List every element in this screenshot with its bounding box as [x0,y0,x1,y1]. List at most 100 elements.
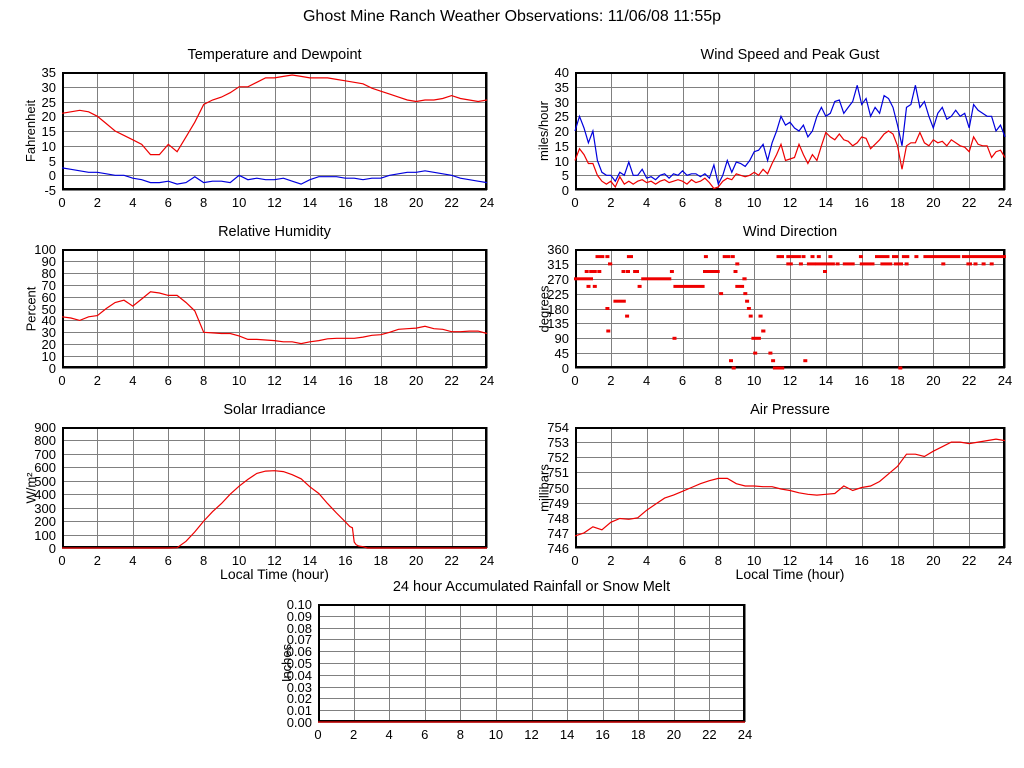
x-tick-label: 2 [93,373,102,388]
x-tick-label: 2 [93,195,102,210]
y-tick-label: 0.03 [286,679,312,695]
y-tick-label: 90 [41,253,56,269]
x-tick-label: 20 [408,195,424,210]
x-tick-label: 6 [421,727,429,742]
x-tick-label: 24 [997,195,1013,210]
y-tick-label: 45 [554,346,569,362]
x-tick-label: 8 [714,553,722,568]
y-tick-label: 0 [48,168,56,184]
x-tick-label: 22 [961,373,977,388]
x-tick-label: 10 [231,195,247,210]
y-tick-label: 754 [547,420,569,435]
x-tick-label: 8 [200,553,208,568]
x-tick-label: 2 [607,195,615,210]
x-tick-label: 14 [302,373,318,388]
x-tick-label: 18 [373,195,388,210]
y-tick-label: 747 [547,525,569,541]
x-tick-label: 2 [349,727,358,742]
y-tick-label: 0 [48,361,56,376]
x-tick-label: 0 [58,195,66,210]
x-tick-label: 24 [997,553,1013,568]
y-tick-label: 0 [561,183,569,198]
y-tick-label: 40 [554,65,569,80]
x-tick-label: 6 [164,553,172,568]
y-tick-label: 20 [41,109,56,125]
y-tick-label: 0.02 [286,691,312,707]
y-tick-label: 180 [547,301,569,317]
x-axis-label: Local Time (hour) [735,566,845,582]
y-tick-label: 0.06 [286,644,312,660]
plot-area [574,249,1006,370]
x-tick-label: 0 [58,373,66,388]
y-tick-label: 700 [34,446,56,462]
x-tick-label: 10 [746,553,762,568]
x-tick-label: 14 [302,195,318,210]
y-tick-label: 750 [547,480,569,496]
page-title: Ghost Mine Ranch Weather Observations: 1… [302,8,722,25]
x-tick-label: 14 [302,553,318,568]
x-tick-label: 22 [702,727,717,742]
x-tick-label: 14 [818,195,834,210]
y-tick-label: 10 [554,153,569,169]
x-tick-label: 6 [678,373,687,388]
y-tick-label: 752 [547,450,569,466]
y-tick-label: 35 [41,65,56,80]
y-tick-label: 753 [547,435,569,451]
y-tick-label: 0.10 [286,597,312,612]
x-tick-label: 10 [231,553,247,568]
series-relative-humidity [61,291,488,345]
x-tick-label: 24 [479,195,495,210]
series-wind-speed [574,130,1006,190]
x-tick-label: 12 [524,727,539,742]
y-tick-label: 30 [41,79,56,95]
series-dewpoint [61,167,488,185]
y-tick-label: 0.07 [286,632,312,648]
y-tick-label: 25 [554,109,569,125]
y-tick-label: 270 [547,271,569,287]
x-tick-label: 2 [607,373,615,388]
y-tick-label: 135 [547,316,569,332]
x-tick-label: 10 [746,195,762,210]
x-tick-label: 4 [643,195,651,210]
x-tick-label: 6 [164,373,172,388]
x-tick-label: 14 [818,553,834,568]
y-tick-label: 0.05 [286,656,312,671]
y-tick-label: 0.09 [286,608,312,624]
x-tick-label: 6 [678,195,687,210]
series-peak-gust [574,85,1006,186]
x-tick-label: 6 [164,195,172,210]
x-tick-label: 4 [129,373,137,388]
x-tick-label: 16 [595,727,610,742]
x-tick-label: 16 [338,373,353,388]
y-tick-label: 749 [547,495,569,511]
y-tick-label: 60 [41,289,56,305]
y-tick-label: 20 [41,337,56,353]
x-tick-label: 22 [444,195,459,210]
y-tick-label: 746 [547,541,569,556]
x-tick-label: 18 [631,727,646,742]
y-tick-label: 300 [34,500,56,516]
x-tick-label: 12 [782,373,798,388]
x-tick-label: 10 [746,373,762,388]
y-tick-label: 5 [48,153,56,169]
x-tick-label: 16 [854,373,869,388]
y-tick-label: 400 [34,487,56,503]
chart-title: Air Pressure [750,402,830,418]
series-air-pressure [574,438,1006,537]
x-tick-label: 8 [714,195,722,210]
y-tick-label: 50 [41,301,56,317]
x-tick-label: 2 [607,553,615,568]
y-tick-label: 0 [561,361,569,376]
chart-title: 24 hour Accumulated Rainfall or Snow Mel… [392,579,671,595]
y-tick-label: 225 [547,286,569,302]
x-tick-label: 8 [456,727,464,742]
x-tick-label: 18 [890,195,905,210]
x-tick-label: 12 [267,195,282,210]
x-tick-label: 12 [782,553,798,568]
x-tick-label: 8 [714,373,722,388]
x-tick-label: 4 [643,553,651,568]
x-tick-label: 22 [961,195,977,210]
y-tick-label: 500 [34,473,56,489]
